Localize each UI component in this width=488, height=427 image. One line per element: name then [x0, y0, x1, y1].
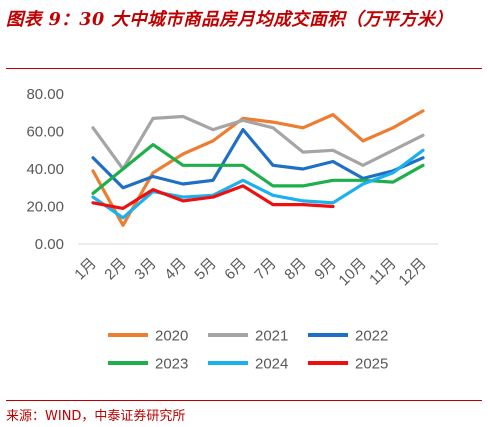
series-line-2022: [91, 128, 425, 190]
series-line-2025: [91, 184, 335, 210]
x-tick-label: 4月: [161, 255, 190, 284]
x-tick-label: 7月: [251, 255, 280, 284]
y-tick-label: 20.00: [26, 199, 64, 216]
series-line-2020: [91, 109, 425, 227]
x-tick-label: 10月: [335, 255, 369, 289]
x-tick-label: 9月: [311, 255, 340, 284]
series-line-2024: [91, 148, 425, 220]
series-lines: [91, 109, 425, 227]
x-tick-label: 1月: [71, 255, 100, 284]
legend-label-2022: 2022: [355, 328, 388, 345]
x-tick-label: 12月: [395, 255, 429, 289]
title-divider: [6, 68, 482, 69]
legend-label-2025: 2025: [355, 356, 388, 373]
x-tick-label: 2月: [101, 255, 130, 284]
x-tick-label: 8月: [281, 255, 310, 284]
x-tick-label: 6月: [221, 255, 250, 284]
x-tick-label: 5月: [191, 255, 220, 284]
y-tick-label: 0.00: [35, 236, 64, 253]
y-tick-label: 40.00: [26, 161, 64, 178]
y-tick-label: 60.00: [26, 124, 64, 141]
chart-title: 图表 9：30 大中城市商品房月均成交面积（万平方米）: [6, 10, 454, 30]
x-tick-label: 11月: [366, 255, 400, 289]
legend-label-2021: 2021: [255, 328, 288, 345]
legend-label-2024: 2024: [255, 356, 288, 373]
y-axis: 0.00 20.00 40.00 60.00 80.00: [26, 86, 64, 253]
legend-label-2023: 2023: [155, 356, 188, 373]
source-divider: [6, 400, 482, 401]
series-line-2021: [91, 114, 425, 171]
legend: 2020 2021 2022 2023 2024 2025: [108, 328, 388, 373]
y-tick-label: 80.00: [26, 86, 64, 103]
x-tick-label: 3月: [131, 255, 160, 284]
source-note: 来源：WIND，中泰证券研究所: [6, 409, 186, 424]
legend-label-2020: 2020: [155, 328, 188, 345]
